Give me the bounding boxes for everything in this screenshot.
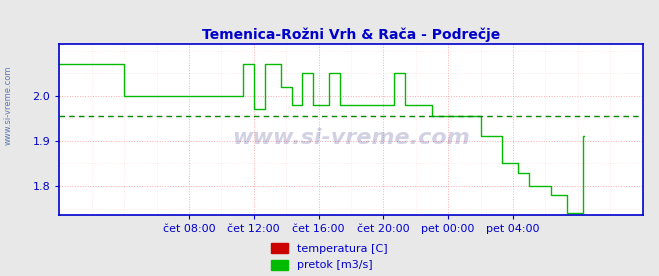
Text: www.si-vreme.com: www.si-vreme.com bbox=[232, 128, 470, 148]
Legend: temperatura [C], pretok [m3/s]: temperatura [C], pretok [m3/s] bbox=[272, 243, 387, 270]
Text: www.si-vreme.com: www.si-vreme.com bbox=[4, 65, 13, 145]
Title: Temenica-Rožni Vrh & Rača - Podrečje: Temenica-Rožni Vrh & Rača - Podrečje bbox=[202, 27, 500, 42]
